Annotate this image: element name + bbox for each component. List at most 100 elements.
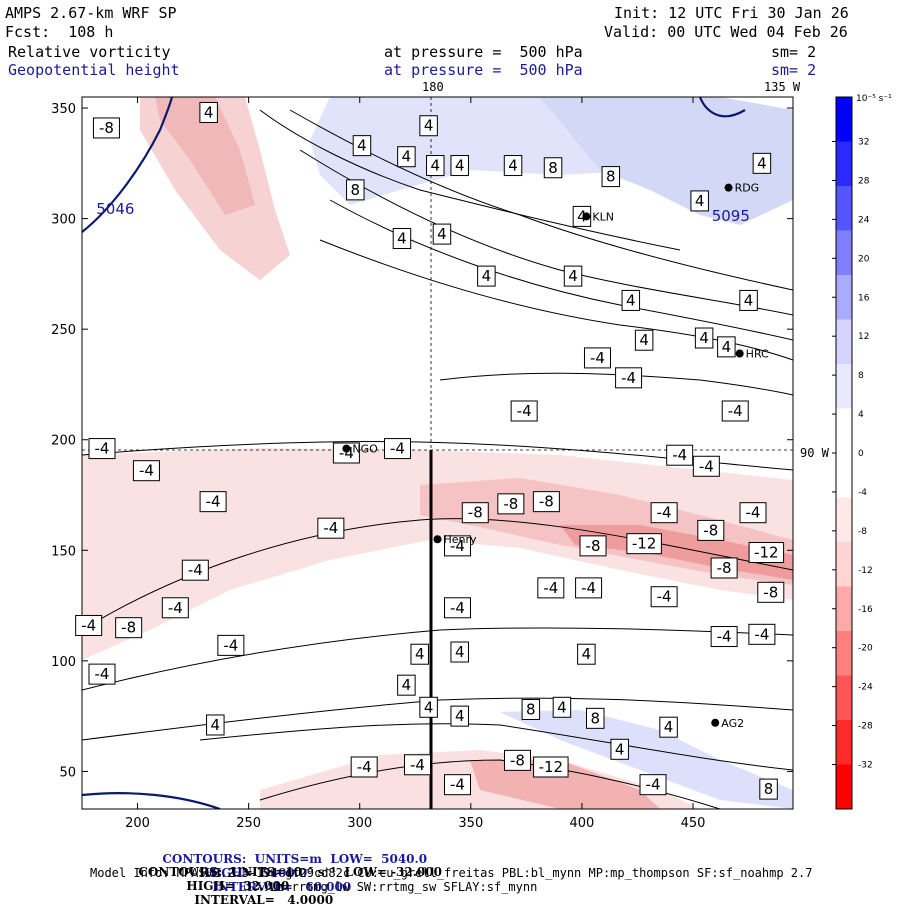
contour-label-text: -4: [450, 599, 465, 617]
x-tick-label: 400: [570, 816, 595, 831]
contour-label-box: [748, 623, 776, 645]
colorbar-tick-label: 32: [858, 138, 869, 148]
contour-label-text: 4: [508, 157, 518, 175]
contour-label-box: [161, 597, 189, 619]
colorbar-segment: [836, 453, 852, 498]
colorbar-segment: [836, 319, 852, 364]
contour-label-text: -8: [99, 119, 114, 137]
contour-label-text: -4: [357, 758, 372, 776]
vorticity-contour-label: 4: [426, 155, 445, 177]
vorticity-contour: [199, 723, 793, 771]
contour-label-text: 4: [557, 698, 567, 716]
vorticity-contour-label: -4: [650, 502, 678, 524]
vorticity-contour-label: 4: [694, 327, 714, 349]
vorticity-contour-label: 4: [552, 696, 572, 718]
contour-label-box: [615, 367, 643, 389]
vorticity-contour: [439, 372, 793, 396]
y-tick-label: 250: [51, 323, 76, 338]
vorticity-contour-label: 4: [563, 265, 583, 287]
vorticity-contour-label: -4: [88, 438, 116, 460]
colorbar-unit: 10⁻⁵ s⁻¹: [856, 94, 892, 104]
contour-label-text: 8: [351, 181, 361, 199]
vorticity-contour-label: -4: [161, 597, 189, 619]
vorticity-contour-label: -4: [710, 626, 738, 648]
vorticity-contour-label: -12: [626, 533, 662, 555]
contour-label-box: [419, 696, 438, 718]
contour-label-box: [621, 289, 641, 311]
y-tick-label: 300: [51, 213, 76, 228]
colorbar-tick-label: -32: [858, 761, 873, 771]
contour-label-text: -4: [754, 625, 769, 643]
x-tick-label: 200: [125, 816, 150, 831]
contour-label-text: 4: [577, 207, 587, 225]
colorbar-segment: [836, 720, 852, 765]
vorticity-contour-label: -8: [710, 557, 738, 579]
contour-label-text: 8: [548, 159, 558, 177]
contour-label-text: -4: [390, 440, 405, 458]
vorticity-contour-label: -4: [748, 623, 776, 645]
y-tick-label: 100: [51, 655, 76, 670]
station-label: NGO: [352, 443, 378, 456]
vorticity-contour-label: -4: [650, 586, 678, 608]
contour-label-box: [450, 155, 469, 177]
contour-label-text: -4: [81, 616, 96, 634]
height-contour-high: HIGH= 5100.0: [204, 866, 308, 880]
contour-label-text: 4: [626, 291, 636, 309]
vorticity-contour-interval: INTERVAL= 4.0000: [194, 893, 334, 907]
contour-label-box: [577, 643, 596, 665]
vorticity-contour-label: 4: [410, 643, 429, 665]
contour-label-text: 4: [639, 331, 649, 349]
vorticity-contour-label: 4: [352, 135, 372, 157]
colorbar-tick-label: -24: [858, 683, 873, 693]
colorbar-tick-label: 20: [858, 254, 870, 264]
y-tick-label: 200: [51, 434, 76, 449]
contour-label-box: [88, 663, 116, 685]
contour-label-text: -4: [590, 349, 605, 367]
vorticity-contour-label: 4: [634, 329, 654, 351]
station-label: AG2: [721, 717, 744, 730]
contour-label-box: [392, 228, 412, 250]
contour-label-box: [206, 714, 225, 736]
contour-label-box: [443, 774, 471, 796]
vorticity-contour-label: 8: [521, 698, 541, 720]
contour-label-text: -8: [121, 619, 136, 637]
contour-label-box: [75, 614, 103, 636]
vorticity-contour: [299, 149, 793, 316]
contour-label-box: [739, 502, 767, 524]
contour-label-box: [634, 329, 654, 351]
vorticity-contour-label: 4: [392, 228, 412, 250]
contour-label-box: [533, 756, 569, 778]
vorticity-contour-label: 4: [717, 336, 736, 358]
contour-label-text: -4: [188, 561, 203, 579]
contour-label-box: [710, 557, 738, 579]
vorticity-contour-label: 4: [397, 146, 416, 168]
station-marker: [735, 349, 744, 358]
vorticity-contour-label: -4: [132, 460, 160, 482]
station-label: Henry: [444, 533, 478, 546]
longitude-180-label: 180: [422, 80, 444, 94]
vorticity-contour-label: 8: [601, 166, 621, 188]
longitude-90w-label: 90 W: [800, 446, 829, 460]
contour-label-text: 4: [582, 645, 592, 663]
vorticity-contour-label: 4: [690, 190, 709, 212]
station-marker: [582, 212, 591, 221]
colorbar-segment: [836, 586, 852, 631]
contour-label-box: [419, 115, 438, 137]
colorbar-tick-label: 24: [858, 215, 870, 225]
colorbar-segment: [836, 542, 852, 587]
vorticity-contour: [82, 627, 793, 691]
contour-label-text: -4: [517, 402, 532, 420]
station-marker: [433, 535, 442, 544]
plot-frame: [81, 96, 794, 810]
negative-vorticity-band-south-core: [470, 760, 660, 809]
colorbar-segment: [836, 675, 852, 720]
colorbar-tick-label: 28: [858, 176, 870, 186]
vorticity-contour-label: 4: [450, 705, 469, 727]
contour-label-text: -4: [410, 756, 425, 774]
contour-label-text: -4: [323, 519, 338, 537]
contour-label-box: [697, 519, 725, 541]
contour-label-box: [521, 698, 541, 720]
contour-label-box: [721, 400, 749, 422]
contour-label-box: [332, 442, 360, 464]
